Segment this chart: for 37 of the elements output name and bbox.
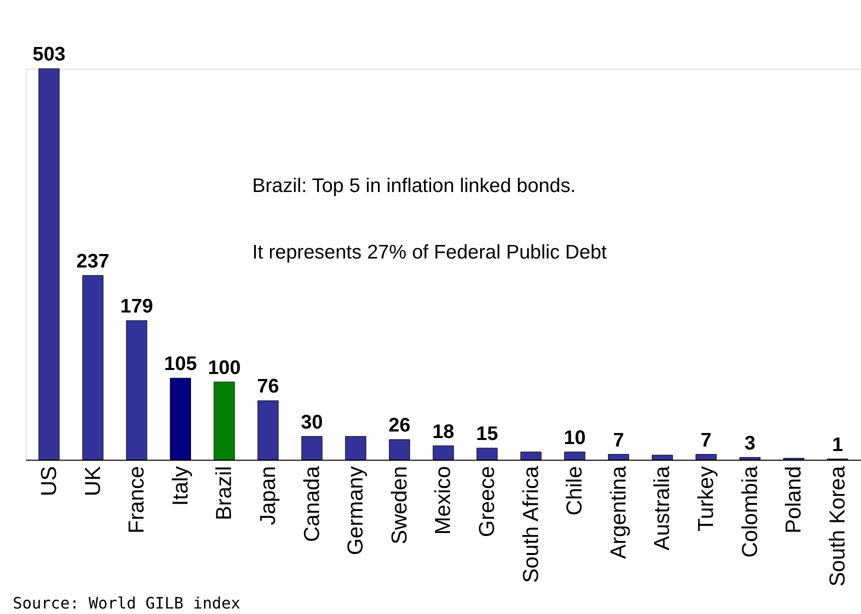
data-label: 7 [613,429,624,452]
source-note: Source: World GILB index [12,593,240,612]
data-label: 18 [432,420,454,443]
x-tick-label: US [36,466,61,496]
data-label: 15 [476,423,498,446]
data-label: 3 [744,432,756,454]
x-tick-label: Japan [254,466,280,526]
data-label: 1 [832,434,844,456]
x-tick-label: UK [80,466,105,496]
x-tick-label: Chile [562,466,587,516]
data-label: 7 [700,429,712,452]
data-label: 76 [257,376,280,398]
x-tick-label: Argentina [605,465,630,559]
x-tick-label: Mexico [430,466,456,535]
data-label: 179 [120,296,154,318]
x-tick-label: Poland [780,466,806,534]
x-tick-label: Sweden [386,466,412,544]
x-tick-label: South Korea [824,465,850,587]
data-label: 503 [32,44,66,66]
x-tick-label: Colombia [736,465,762,558]
data-label: 10 [564,427,586,450]
x-tick-label: Australia [649,465,674,550]
x-tick-label: Canada [298,465,324,542]
x-tick-label: Italy [167,466,192,506]
x-tick-label: Brazil [211,466,236,520]
data-label: 105 [164,353,197,376]
data-label: 30 [300,412,323,434]
annotation: Brazil: Top 5 in inflation linked bonds. [252,174,576,197]
data-label: 237 [76,250,110,273]
data-label: 100 [208,357,241,380]
annotation: It represents 27% of Federal Public Debt [252,242,608,264]
x-tick-label: Turkey [693,466,718,532]
x-tick-label: Germany [342,466,368,556]
x-tick-label: Greece [474,466,500,538]
data-label: 26 [388,414,410,437]
x-tick-label: South Africa [518,465,543,583]
x-tick-label: France [124,466,149,534]
